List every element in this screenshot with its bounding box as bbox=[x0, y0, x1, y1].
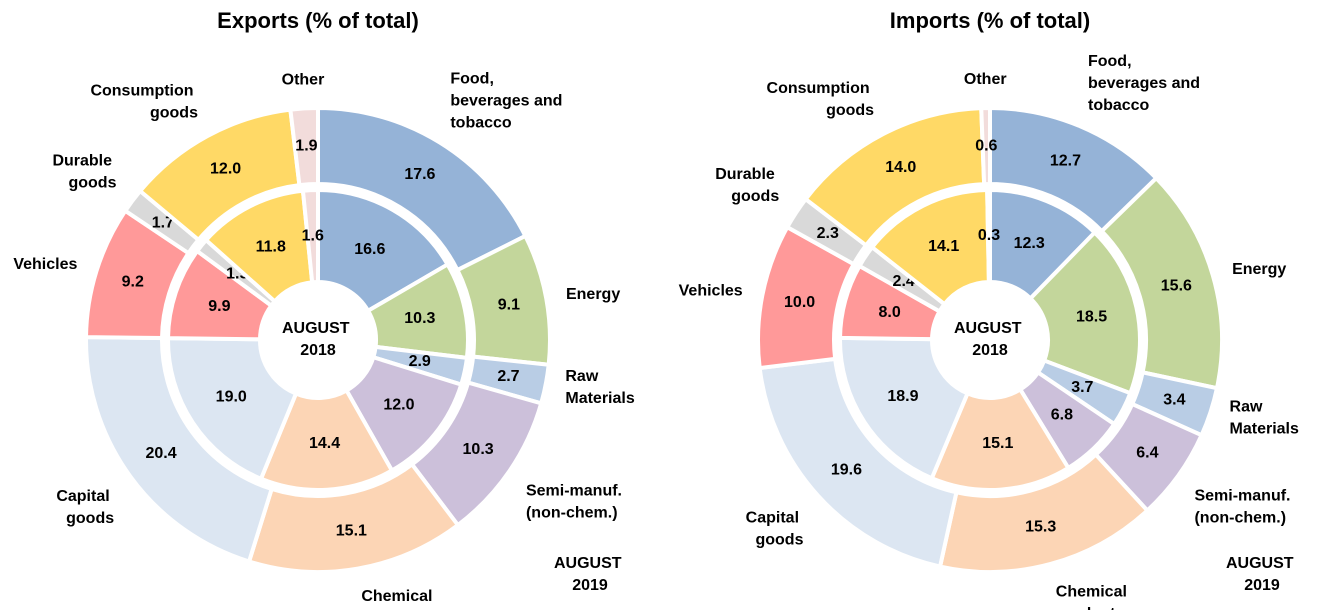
donut-slice bbox=[300, 187, 320, 285]
donut-slice bbox=[288, 105, 320, 188]
value-label: 15.3 bbox=[1025, 518, 1056, 535]
series-label: AUGUST 2018 bbox=[282, 320, 354, 359]
category-label: Chemical products bbox=[361, 588, 437, 610]
value-label: 0.3 bbox=[978, 227, 1000, 244]
category-label: Semi-manuf. (non-chem.) bbox=[1194, 488, 1294, 527]
value-label: 18.9 bbox=[887, 388, 918, 405]
value-label: 14.4 bbox=[309, 435, 340, 452]
value-label: 20.4 bbox=[145, 445, 176, 462]
value-label: 9.1 bbox=[498, 297, 520, 314]
value-label: 1.6 bbox=[302, 227, 324, 244]
value-label: 19.6 bbox=[831, 462, 862, 479]
value-label: 14.1 bbox=[928, 238, 959, 255]
value-label: 9.2 bbox=[122, 274, 144, 291]
donut-slice bbox=[838, 335, 971, 481]
category-label: Energy bbox=[1232, 261, 1286, 278]
donut-slice bbox=[929, 386, 1072, 492]
value-label: 0.6 bbox=[975, 137, 997, 154]
value-label: 6.8 bbox=[1051, 406, 1073, 423]
donut-slice bbox=[985, 187, 992, 285]
donut-slice bbox=[869, 187, 991, 307]
value-label: 10.3 bbox=[404, 310, 435, 327]
donut-slice bbox=[343, 354, 464, 474]
value-label: 12.0 bbox=[383, 396, 414, 413]
value-label: 2.3 bbox=[817, 225, 839, 242]
series-label: AUGUST 2019 bbox=[1226, 555, 1298, 594]
chart-title: Imports (% of total) bbox=[890, 8, 1090, 33]
value-label: 17.6 bbox=[404, 166, 435, 183]
category-label: Consumption goods bbox=[90, 83, 198, 122]
value-label: 15.6 bbox=[1161, 277, 1192, 294]
category-label: Energy bbox=[566, 286, 620, 303]
value-label: 3.4 bbox=[1163, 392, 1185, 409]
donut-slice bbox=[316, 187, 451, 314]
series-label: AUGUST 2018 bbox=[954, 320, 1026, 359]
category-label: Vehicles bbox=[13, 256, 77, 273]
category-label: Vehicles bbox=[679, 283, 743, 300]
value-label: 18.5 bbox=[1076, 309, 1107, 326]
donut-slice bbox=[258, 387, 395, 492]
category-label: Semi-manuf. (non-chem.) bbox=[526, 483, 626, 522]
value-label: 12.0 bbox=[210, 161, 241, 178]
chart-title: Exports (% of total) bbox=[217, 8, 419, 33]
donut-slice bbox=[979, 105, 992, 187]
category-label: Food, beverages and tobacco bbox=[450, 71, 567, 132]
value-label: 12.3 bbox=[1014, 235, 1045, 252]
category-label: Durable goods bbox=[715, 166, 779, 205]
value-label: 2.9 bbox=[409, 353, 431, 370]
category-label: Capital goods bbox=[56, 488, 114, 527]
value-label: 2.7 bbox=[497, 368, 519, 385]
value-label: 15.1 bbox=[982, 435, 1013, 452]
category-label: Other bbox=[964, 71, 1007, 88]
value-label: 9.9 bbox=[208, 298, 230, 315]
donut-slice bbox=[166, 336, 299, 482]
donut-slice bbox=[1027, 229, 1142, 396]
value-label: 8.0 bbox=[879, 304, 901, 321]
category-label: Raw Materials bbox=[565, 368, 634, 407]
value-label: 6.4 bbox=[1136, 445, 1158, 462]
category-label: Raw Materials bbox=[1230, 399, 1299, 438]
value-label: 12.7 bbox=[1050, 152, 1081, 169]
category-label: Consumption goods bbox=[767, 80, 875, 119]
value-label: 14.0 bbox=[885, 159, 916, 176]
category-label: Other bbox=[282, 72, 325, 89]
value-label: 3.7 bbox=[1071, 379, 1093, 396]
value-label: 1.7 bbox=[152, 215, 174, 232]
value-label: 19.0 bbox=[216, 389, 247, 406]
category-label: Food, beverages and tobacco bbox=[1088, 53, 1205, 114]
category-label: Chemical products bbox=[1056, 583, 1132, 610]
series-label: AUGUST 2019 bbox=[554, 555, 626, 594]
value-label: 11.8 bbox=[256, 239, 286, 256]
value-label: 1.9 bbox=[295, 138, 317, 155]
category-label: Durable goods bbox=[52, 153, 116, 192]
value-label: 16.6 bbox=[354, 241, 385, 258]
value-label: 10.3 bbox=[463, 441, 494, 458]
value-label: 15.1 bbox=[336, 522, 367, 539]
value-label: 10.0 bbox=[784, 294, 815, 311]
category-label: Capital goods bbox=[746, 510, 804, 549]
